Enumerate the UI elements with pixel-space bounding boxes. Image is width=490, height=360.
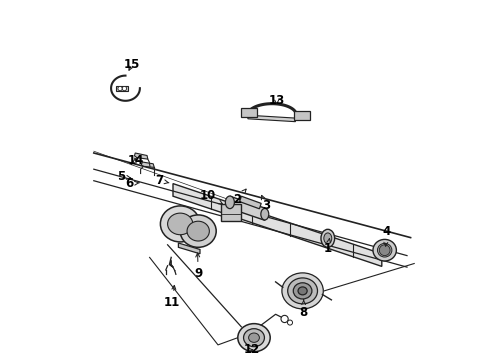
Text: 1: 1	[324, 239, 332, 255]
Ellipse shape	[288, 278, 318, 304]
Ellipse shape	[261, 208, 269, 220]
Ellipse shape	[225, 196, 234, 209]
Circle shape	[122, 86, 126, 91]
Ellipse shape	[324, 233, 332, 244]
Ellipse shape	[180, 215, 216, 247]
FancyBboxPatch shape	[294, 111, 310, 120]
Polygon shape	[117, 86, 128, 91]
Text: 2: 2	[233, 189, 246, 206]
Text: 6: 6	[125, 177, 140, 190]
Circle shape	[288, 320, 293, 325]
Text: 3: 3	[262, 195, 270, 212]
Polygon shape	[141, 162, 154, 167]
FancyBboxPatch shape	[220, 204, 241, 221]
FancyBboxPatch shape	[241, 108, 257, 117]
Polygon shape	[134, 153, 148, 159]
Text: 8: 8	[299, 300, 308, 319]
Ellipse shape	[187, 221, 209, 241]
Ellipse shape	[294, 283, 312, 299]
Polygon shape	[178, 243, 200, 254]
Polygon shape	[173, 184, 382, 266]
Ellipse shape	[377, 243, 392, 257]
Text: 12: 12	[244, 343, 260, 356]
Text: 15: 15	[123, 58, 140, 71]
Polygon shape	[240, 196, 261, 209]
Ellipse shape	[248, 333, 259, 342]
Text: 11: 11	[164, 285, 180, 309]
Ellipse shape	[238, 324, 270, 352]
Polygon shape	[248, 115, 295, 122]
Ellipse shape	[244, 329, 265, 347]
Text: 14: 14	[128, 154, 145, 167]
Ellipse shape	[168, 213, 193, 235]
Circle shape	[118, 86, 122, 91]
Text: 7: 7	[155, 174, 169, 187]
Ellipse shape	[373, 239, 396, 261]
Ellipse shape	[282, 273, 323, 309]
Text: 13: 13	[269, 94, 285, 107]
Polygon shape	[230, 196, 265, 220]
Ellipse shape	[160, 206, 200, 242]
Circle shape	[281, 315, 288, 323]
Circle shape	[379, 245, 390, 256]
Text: 4: 4	[382, 225, 391, 246]
Text: 5: 5	[117, 170, 131, 183]
Text: 9: 9	[194, 253, 202, 280]
Text: 10: 10	[200, 189, 222, 204]
Ellipse shape	[298, 287, 307, 295]
Ellipse shape	[321, 229, 335, 247]
